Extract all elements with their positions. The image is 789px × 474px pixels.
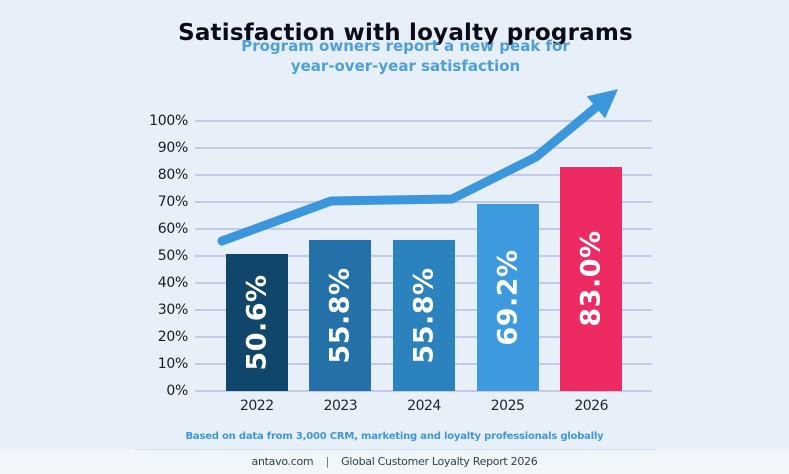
bar-value-label-2022: 50.6%: [241, 274, 273, 371]
x-axis-label-2023: 2023: [323, 398, 358, 414]
page-title: Satisfaction with loyalty programs: [178, 20, 633, 47]
bar-2025: 69.2%: [476, 204, 539, 391]
gridline-100: [195, 120, 652, 122]
y-axis-label-10: 10%: [157, 356, 189, 372]
y-axis-label-20: 20%: [157, 329, 189, 345]
y-axis-label-80: 80%: [157, 167, 189, 183]
trend-line: [217, 89, 619, 246]
chart-subtitle-line2: year-over-year satisfaction: [290, 56, 521, 75]
chart-subtitle: Program owners report a new peak for yea…: [22, 37, 789, 77]
source-site: antavo.com: [251, 455, 314, 468]
x-axis-label-2025: 2025: [490, 398, 525, 414]
bar-2023: 55.8%: [309, 240, 372, 391]
source-bar: antavo.com | Global Customer Loyalty Rep…: [0, 449, 789, 474]
source-pipe: |: [325, 455, 330, 468]
y-axis-label-0: 0%: [166, 383, 188, 399]
footnote: Based on data from 3,000 CRM, marketing …: [185, 431, 604, 442]
gridline-90: [195, 147, 652, 149]
bar-value-label-2024: 55.8%: [408, 267, 440, 364]
y-axis-label-30: 30%: [157, 302, 189, 318]
y-axis-label-100: 100%: [149, 113, 188, 129]
bar-2022: 50.6%: [225, 254, 288, 391]
y-axis-label-40: 40%: [157, 275, 189, 291]
source-text: antavo.com | Global Customer Loyalty Rep…: [0, 455, 789, 468]
y-axis-label-90: 90%: [157, 140, 189, 156]
x-axis-label-2026: 2026: [574, 398, 608, 414]
source-report: Global Customer Loyalty Report 2026: [341, 455, 538, 468]
y-axis-label-70: 70%: [157, 194, 189, 210]
chart-subtitle-line1: Program owners report a new peak for: [241, 37, 570, 55]
bar-value-label-2023: 55.8%: [324, 267, 356, 364]
bar-value-label-2026: 83.0%: [575, 230, 607, 328]
x-axis-label-2022: 2022: [239, 398, 274, 414]
y-axis-label-50: 50%: [157, 248, 189, 264]
x-axis-label-2024: 2024: [407, 398, 441, 414]
y-axis-label-60: 60%: [157, 221, 189, 237]
bar-2024: 55.8%: [393, 240, 455, 391]
bar-value-label-2025: 69.2%: [492, 249, 524, 346]
bar-2026: 83.0%: [560, 166, 623, 391]
gridline-0: [195, 390, 652, 392]
divider-line: [135, 449, 655, 450]
